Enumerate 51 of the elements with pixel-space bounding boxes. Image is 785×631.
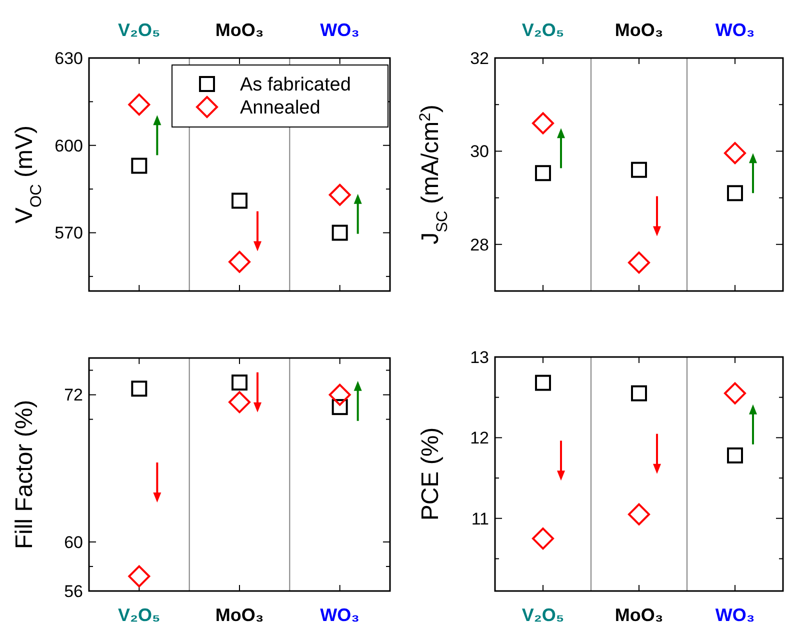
point — [628, 252, 650, 274]
point — [131, 158, 148, 174]
point — [128, 565, 150, 588]
y-tick-label: 28 — [470, 235, 489, 254]
point — [131, 380, 148, 397]
point — [532, 112, 554, 134]
y-tick-label: 72 — [64, 386, 83, 405]
x-tick-label: V₂O₅ — [118, 20, 160, 40]
point — [228, 250, 250, 273]
y-tick-label: 630 — [54, 48, 83, 68]
point — [532, 528, 554, 550]
point — [628, 503, 650, 526]
y-axis-title: PCE (%) — [417, 427, 444, 521]
point — [727, 447, 743, 464]
y-tick-label: 56 — [64, 582, 83, 601]
y-tick-label: 60 — [64, 532, 83, 552]
legend-label: Annealed — [240, 98, 320, 119]
point — [724, 142, 746, 164]
point — [232, 374, 248, 391]
y-tick-label: 11 — [471, 509, 489, 528]
y-tick-label: 32 — [470, 48, 489, 68]
point — [228, 391, 250, 414]
x-tick-label: V₂O₅ — [522, 20, 564, 40]
x-tick-label: WO₃ — [715, 20, 755, 40]
x-tick-label: MoO₃ — [614, 20, 664, 40]
point — [332, 224, 348, 241]
point — [328, 384, 351, 406]
x-tick-label: WO₃ — [320, 20, 360, 40]
point — [535, 165, 551, 182]
x-tick-label: WO₃ — [320, 605, 360, 625]
x-tick-label: WO₃ — [715, 605, 755, 625]
point — [328, 184, 351, 206]
y-tick-label: 12 — [470, 428, 489, 448]
point — [631, 162, 647, 178]
legend-label: As fabricated — [240, 74, 351, 96]
x-tick-label: V₂O₅ — [118, 605, 160, 625]
y-tick-label: 600 — [54, 136, 83, 156]
x-tick-label: MoO₃ — [215, 605, 264, 625]
y-tick-label: 13 — [470, 348, 489, 367]
point — [727, 185, 743, 202]
y-tick-label: 30 — [470, 142, 489, 162]
x-tick-label: V₂O₅ — [522, 605, 564, 625]
point — [631, 385, 647, 402]
x-tick-label: MoO₃ — [614, 605, 664, 625]
point — [535, 374, 551, 391]
x-tick-label: MoO₃ — [215, 20, 264, 40]
point — [232, 192, 248, 209]
point — [128, 94, 150, 116]
point — [724, 382, 746, 404]
y-axis-title: Fill Factor (%) — [11, 400, 38, 550]
y-tick-label: 570 — [54, 224, 83, 243]
